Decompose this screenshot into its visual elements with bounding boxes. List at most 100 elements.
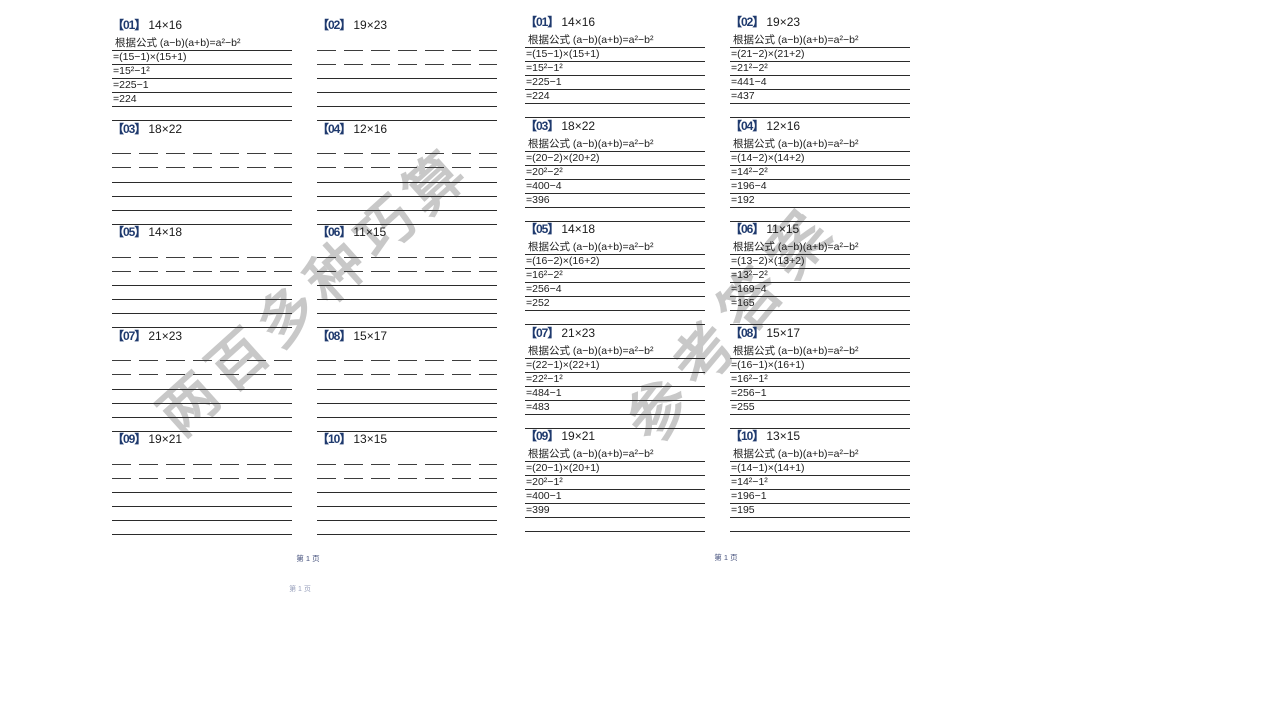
solution-step: =195 (730, 504, 910, 518)
problem-expression: 19×21 (561, 429, 596, 443)
blank-answer-line (525, 208, 705, 222)
solution-step: =(14−2)×(14+2) (730, 152, 910, 166)
blank-answer-line (317, 51, 497, 65)
blank-answer-line (317, 361, 497, 376)
problem-number: 【06】 (317, 225, 351, 239)
blank-answer-line (317, 390, 497, 404)
problem-block: 【04】 12×16 根据公式 (a−b)(a+b)=a²−b² =(14−2)×(1… (730, 119, 910, 223)
blank-answer-line (112, 169, 292, 183)
blank-answer-line (112, 258, 292, 272)
problem-expression: 14×16 (561, 15, 596, 29)
formula-line: 根据公式 (a−b)(a+b)=a²−b² (730, 34, 910, 48)
solution-step: =400−1 (525, 490, 705, 504)
solution-step: =16²−2² (525, 269, 705, 283)
problem-block: 【06】 11×15 (317, 225, 497, 329)
blank-answer-line (112, 390, 292, 404)
solution-step: =396 (525, 194, 705, 208)
problem-number: 【05】 (112, 225, 146, 239)
problem-expression: 19×23 (353, 18, 388, 32)
problem-header: 【08】 15×17 (730, 326, 910, 341)
formula-line: 根据公式 (a−b)(a+b)=a²−b² (525, 448, 705, 462)
blank-answer-line (317, 300, 497, 314)
blank-answer-line (112, 140, 292, 155)
blank-answer-line (317, 169, 497, 183)
problem-number: 【04】 (730, 118, 764, 133)
blank-answer-line (525, 104, 705, 118)
solution-step: =256−4 (525, 283, 705, 297)
solution-step: =13²−2² (730, 269, 910, 283)
problem-block: 【05】 14×18 根据公式 (a−b)(a+b)=a²−b² =(16−2)×(1… (525, 222, 705, 326)
solution-step: =441−4 (730, 76, 910, 90)
problem-expression: 14×16 (148, 18, 183, 32)
blank-answer-line (317, 197, 497, 211)
problem-number: 【07】 (525, 325, 559, 340)
blank-answer-line (317, 211, 497, 225)
problem-expression: 11×15 (766, 222, 800, 236)
answers-page-number: 第 1 页 (714, 553, 738, 562)
solution-step: =(13−2)×(13+2) (730, 255, 910, 269)
problem-block: 【04】 12×16 (317, 122, 497, 226)
solution-step: =400−4 (525, 180, 705, 194)
problem-expression: 13×15 (353, 432, 388, 446)
solution-step: =(20−2)×(20+2) (525, 152, 705, 166)
blank-answer-line (317, 258, 497, 272)
problem-number: 【06】 (730, 222, 764, 236)
blank-answer-line (317, 404, 497, 418)
blank-answer-line (730, 518, 910, 532)
problem-number: 【05】 (525, 222, 559, 236)
problem-header: 【09】 19×21 (525, 429, 705, 444)
formula-line: 根据公式 (a−b)(a+b)=a²−b² (525, 241, 705, 255)
solution-step: =21²−2² (730, 62, 910, 76)
blank-answer-line (317, 376, 497, 390)
blank-answer-line (317, 107, 497, 121)
blank-answer-line (317, 418, 497, 432)
blank-answer-line (112, 521, 292, 535)
blank-answer-line (112, 211, 292, 225)
problem-number: 【04】 (317, 121, 351, 136)
solution-step: =(15−1)×(15+1) (112, 51, 292, 65)
blank-answer-line (317, 37, 497, 51)
problem-header: 【04】 12×16 (730, 119, 910, 134)
problem-block: 【06】 11×15 根据公式 (a−b)(a+b)=a²−b² =(13−2)×(1… (730, 222, 910, 326)
blank-answer-line (317, 140, 497, 155)
blank-answer-line (317, 286, 497, 300)
solution-step: =(15−1)×(15+1) (525, 48, 705, 62)
solution-step: =252 (525, 297, 705, 311)
problem-number: 【07】 (112, 328, 146, 343)
formula-line: 根据公式 (a−b)(a+b)=a²−b² (525, 345, 705, 359)
blank-answer-line (317, 183, 497, 197)
formula-line: 根据公式 (a−b)(a+b)=a²−b² (525, 138, 705, 152)
blank-answer-line (730, 311, 910, 325)
problem-expression: 14×18 (148, 225, 183, 239)
problem-expression: 19×23 (766, 15, 801, 29)
blank-answer-line (317, 479, 497, 493)
formula-line: 根据公式 (a−b)(a+b)=a²−b² (730, 448, 910, 462)
solution-step: =256−1 (730, 387, 910, 401)
problem-block: 【07】 21×23 (112, 329, 292, 433)
solution-step: =14²−2² (730, 166, 910, 180)
problem-header: 【07】 21×23 (525, 326, 705, 341)
blank-answer-line (112, 376, 292, 390)
problem-expression: 12×16 (766, 118, 801, 133)
problem-block: 【03】 18×22 根据公式 (a−b)(a+b)=a²−b² =(20−2)×(2… (525, 119, 705, 223)
blank-answer-line (525, 415, 705, 429)
blank-answer-line (112, 183, 292, 197)
ghost-page-number: 第 1 页 (289, 586, 311, 593)
solution-step: =255 (730, 401, 910, 415)
problem-block: 【10】 13×15 (317, 432, 497, 536)
blank-answer-line (112, 404, 292, 418)
blank-answer-line (112, 451, 292, 465)
problem-number: 【03】 (112, 121, 146, 136)
solution-step: =(22−1)×(22+1) (525, 359, 705, 373)
blank-answer-line (112, 465, 292, 479)
problem-block: 【05】 14×18 (112, 225, 292, 329)
formula-line: 根据公式 (a−b)(a+b)=a²−b² (730, 241, 910, 255)
solution-step: =192 (730, 194, 910, 208)
solution-step: =484−1 (525, 387, 705, 401)
problem-header: 【01】 14×16 (525, 15, 705, 30)
solution-step: =(21−2)×(21+2) (730, 48, 910, 62)
problem-number: 【01】 (112, 18, 146, 32)
problem-block: 【07】 21×23 根据公式 (a−b)(a+b)=a²−b² =(22−1)×(2… (525, 326, 705, 430)
problem-header: 【06】 11×15 (730, 222, 910, 237)
problem-number: 【03】 (525, 118, 559, 133)
